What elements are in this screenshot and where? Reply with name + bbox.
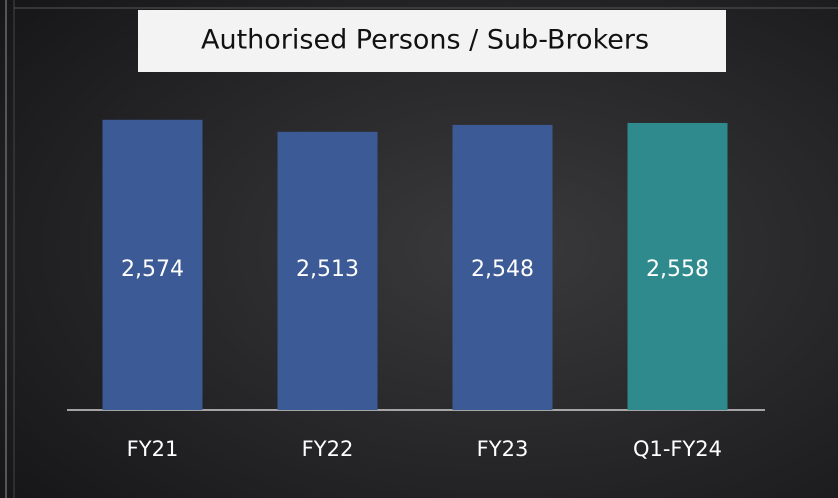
value-label: 2,558 bbox=[646, 257, 709, 282]
page: {"chart_data": {"type": "bar", "title": … bbox=[0, 0, 838, 498]
chart-title: Authorised Persons / Sub-Brokers bbox=[201, 25, 649, 56]
x-tick-label: FY23 bbox=[477, 437, 529, 461]
value-label: 2,513 bbox=[296, 257, 359, 282]
x-tick-label: Q1-FY24 bbox=[633, 437, 722, 461]
x-tick-label: FY22 bbox=[302, 437, 354, 461]
x-tick-label: FY21 bbox=[127, 437, 179, 461]
value-label: 2,574 bbox=[121, 257, 184, 282]
chart: Authorised Persons / Sub-Brokers 2,574 FY… bbox=[0, 0, 838, 498]
value-label: 2,548 bbox=[471, 257, 534, 282]
